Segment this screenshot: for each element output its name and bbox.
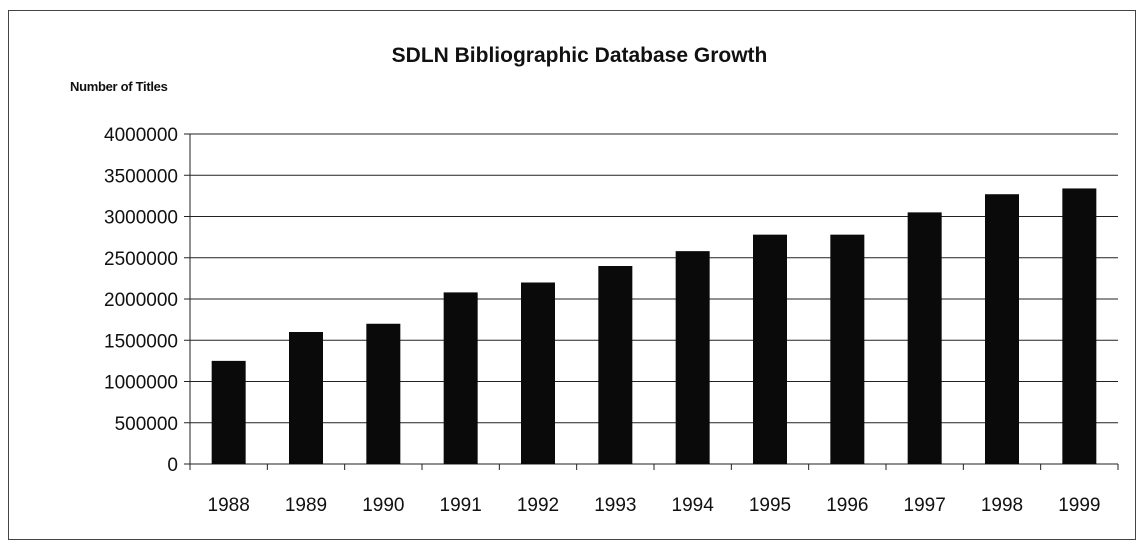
y-tick-label: 4000000	[104, 125, 178, 146]
bar	[211, 360, 246, 464]
bar	[521, 282, 555, 464]
y-tick-label: 3000000	[104, 208, 178, 229]
bar	[753, 234, 787, 464]
bar	[1062, 188, 1097, 464]
x-tick-label: 1994	[672, 495, 715, 516]
bar	[366, 323, 401, 464]
bar	[598, 266, 633, 464]
y-tick-label: 1500000	[104, 331, 178, 352]
y-tick-label: 1000000	[104, 373, 178, 394]
bar	[675, 251, 710, 464]
y-axis-label: Number of Titles	[70, 79, 168, 94]
chart-title: SDLN Bibliographic Database Growth	[391, 44, 768, 67]
x-tick-label: 1997	[904, 495, 946, 516]
x-tick-label: 1999	[1058, 495, 1100, 516]
x-tick-label: 1995	[749, 495, 791, 516]
bar	[907, 212, 942, 464]
y-tick-label: 500000	[115, 414, 178, 435]
x-tick-label: 1992	[517, 495, 559, 516]
bar	[985, 194, 1019, 464]
x-tick-label: 1991	[440, 495, 482, 516]
x-tick-label: 1988	[208, 495, 250, 516]
y-tick-label: 2500000	[104, 249, 178, 270]
y-tick-label: 3500000	[104, 166, 178, 187]
x-tick-label: 1989	[285, 495, 327, 516]
y-tick-label: 2000000	[104, 290, 178, 311]
x-tick-label: 1996	[826, 495, 868, 516]
x-tick-label: 1993	[594, 495, 636, 516]
bar	[443, 292, 478, 464]
y-tick-label: 0	[167, 455, 178, 476]
x-tick-label: 1990	[362, 495, 404, 516]
bar	[830, 234, 865, 464]
chart-frame	[8, 10, 1136, 540]
bar	[289, 332, 323, 464]
x-tick-label: 1998	[981, 495, 1023, 516]
